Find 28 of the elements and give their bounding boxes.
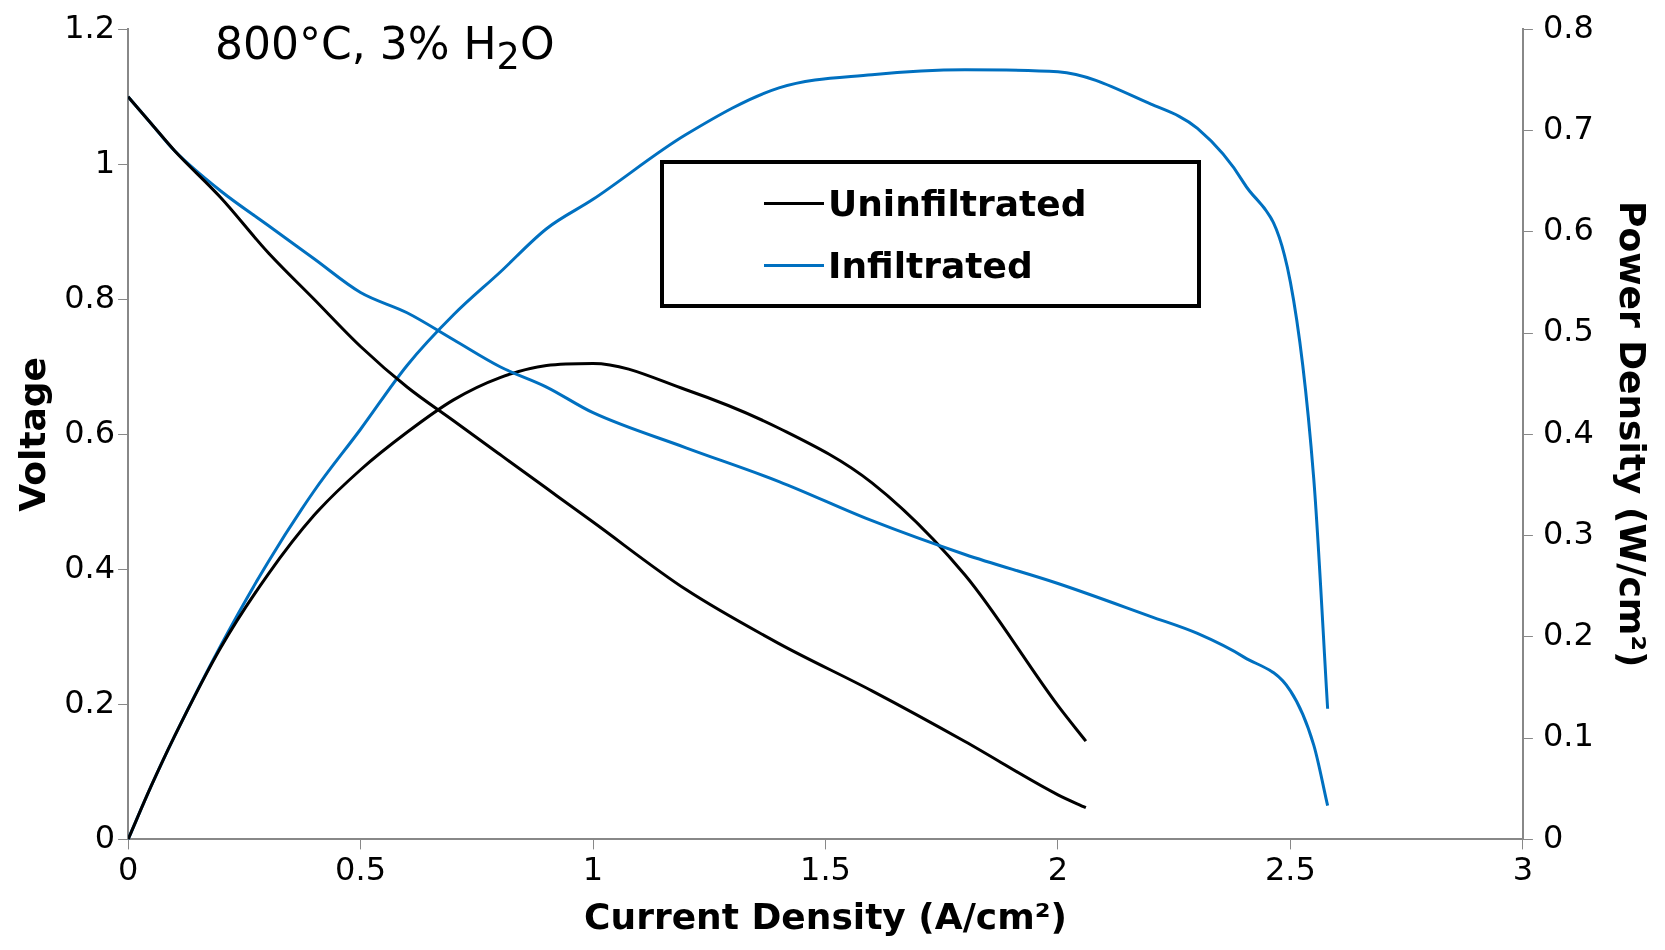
x-tick-label: 2.5: [1264, 849, 1316, 888]
y2-tick-label: 0.7: [1542, 108, 1594, 147]
y2-tick-label: 0.6: [1542, 210, 1594, 249]
legend-label: Uninfiltrated: [828, 182, 1087, 224]
legend-label: Infiltrated: [828, 244, 1033, 286]
y2-tick-label: 0.1: [1542, 716, 1594, 755]
y2-tick-label: 0.4: [1542, 412, 1594, 451]
x-tick-label: 3: [1512, 849, 1534, 888]
y2-tick-label: 0.3: [1542, 513, 1594, 552]
y2-axis-title: Power Density (W/cm²): [1612, 201, 1654, 668]
y-tick-label: 1.2: [64, 7, 116, 46]
y-tick-label: 0.8: [64, 277, 116, 316]
y-axis-title: Voltage: [11, 356, 53, 512]
y2-tick-label: 0.2: [1542, 615, 1594, 654]
x-tick-label: 0.5: [335, 849, 387, 888]
y2-tick-label: 0: [1542, 817, 1564, 856]
y-tick-label: 0.6: [64, 412, 116, 451]
y2-tick-label: 0.5: [1542, 311, 1594, 350]
annotation: 800°C, 3% H$_{2}$O: [215, 18, 555, 78]
y-tick-label: 0.4: [64, 547, 116, 586]
y-tick-label: 1: [94, 142, 116, 181]
y-tick-label: 0: [94, 817, 116, 856]
x-tick-label: 1: [582, 849, 604, 888]
x-tick-label: 1.5: [800, 849, 851, 888]
x-axis-title: Current Density (A/cm²): [584, 895, 1067, 937]
x-tick-label: 2: [1047, 849, 1069, 888]
y2-tick-label: 0.8: [1542, 7, 1594, 46]
y-tick-label: 0.2: [64, 682, 116, 721]
